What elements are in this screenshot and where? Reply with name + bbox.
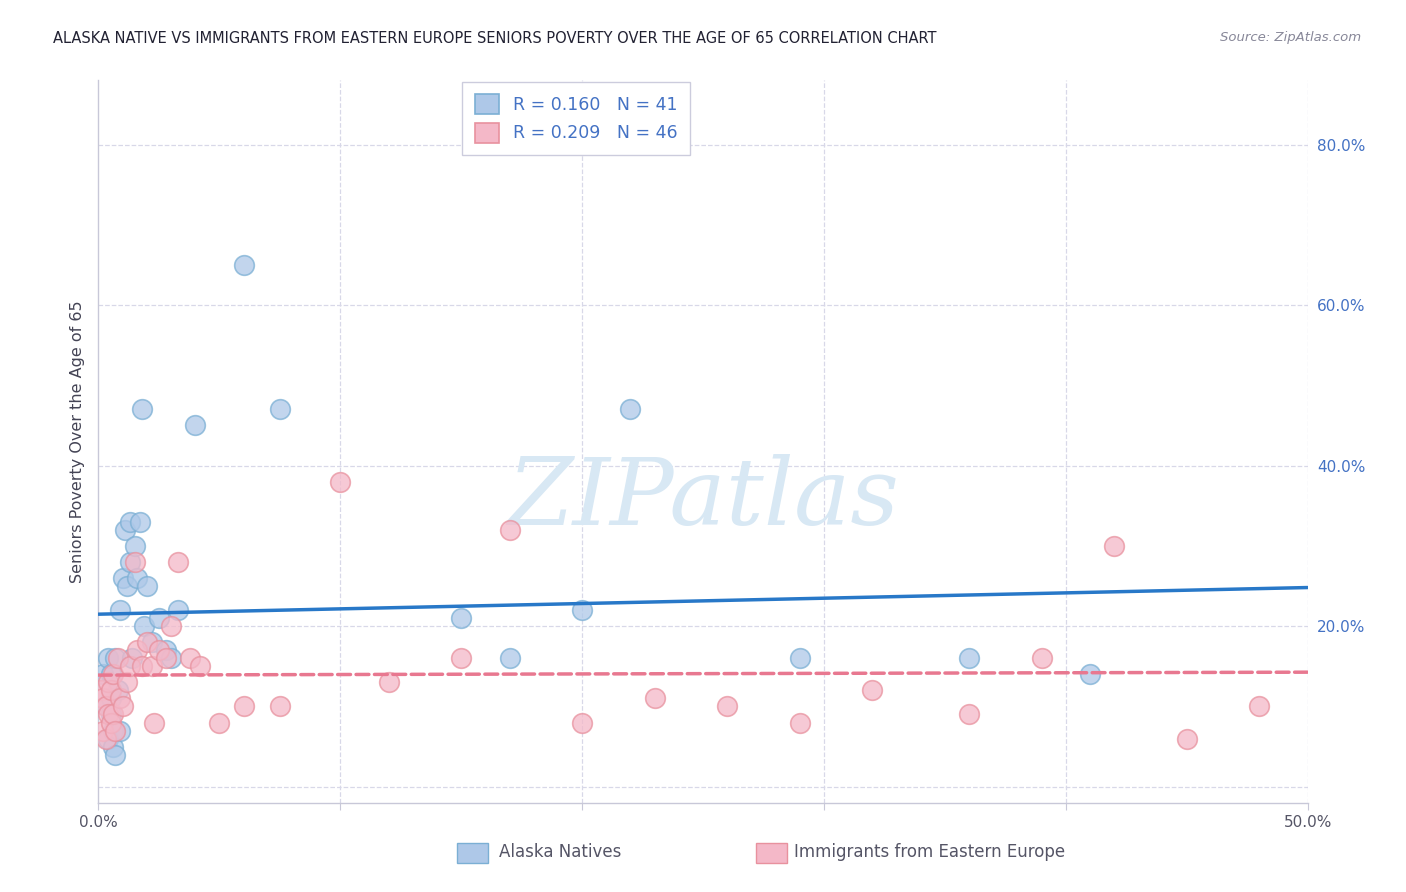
Point: [127, 643, 149, 657]
Point: [1175, 731, 1198, 746]
Point: [148, 643, 170, 657]
Point: [94, 731, 117, 746]
Point: [108, 691, 131, 706]
Point: [160, 619, 183, 633]
Point: [789, 715, 811, 730]
Point: [789, 651, 811, 665]
Point: [232, 699, 254, 714]
Point: [101, 667, 124, 681]
Point: [108, 723, 131, 738]
Point: [644, 691, 666, 706]
Point: [131, 402, 153, 417]
Point: [167, 603, 190, 617]
Point: [90, 683, 112, 698]
Point: [141, 635, 163, 649]
Point: [117, 675, 139, 690]
Point: [131, 659, 153, 673]
Point: [127, 571, 149, 585]
Point: [97, 651, 120, 665]
Y-axis label: Seniors Poverty Over the Age of 65: Seniors Poverty Over the Age of 65: [69, 301, 84, 582]
Point: [208, 715, 231, 730]
Point: [155, 651, 177, 665]
Point: [91, 691, 114, 706]
Point: [179, 651, 201, 665]
Point: [167, 555, 190, 569]
Point: [101, 739, 124, 754]
Point: [91, 667, 114, 681]
Point: [1249, 699, 1271, 714]
Point: [143, 715, 166, 730]
Point: [184, 418, 207, 433]
Point: [232, 258, 254, 272]
Point: [498, 523, 520, 537]
Point: [188, 659, 211, 673]
Point: [141, 659, 163, 673]
Text: Immigrants from Eastern Europe: Immigrants from Eastern Europe: [794, 843, 1066, 861]
Point: [104, 747, 127, 762]
Point: [450, 611, 472, 625]
Point: [450, 651, 472, 665]
Point: [91, 723, 114, 738]
Point: [97, 731, 120, 746]
Point: [124, 555, 146, 569]
Point: [1078, 667, 1101, 681]
Point: [135, 635, 157, 649]
Point: [135, 579, 157, 593]
Point: [101, 707, 124, 722]
Text: Alaska Natives: Alaska Natives: [499, 843, 621, 861]
Point: [329, 475, 352, 489]
Point: [1102, 539, 1125, 553]
Point: [108, 603, 131, 617]
Point: [118, 555, 141, 569]
Point: [111, 571, 134, 585]
Point: [269, 699, 291, 714]
Point: [100, 683, 122, 698]
Point: [128, 515, 150, 529]
Point: [124, 539, 146, 553]
Point: [104, 723, 127, 738]
Point: [269, 402, 291, 417]
Point: [100, 707, 122, 722]
Text: Source: ZipAtlas.com: Source: ZipAtlas.com: [1220, 31, 1361, 45]
Point: [571, 715, 593, 730]
Text: ALASKA NATIVE VS IMMIGRANTS FROM EASTERN EUROPE SENIORS POVERTY OVER THE AGE OF : ALASKA NATIVE VS IMMIGRANTS FROM EASTERN…: [53, 31, 936, 46]
Point: [100, 667, 122, 681]
Point: [957, 707, 980, 722]
Point: [97, 675, 120, 690]
Point: [111, 699, 134, 714]
Point: [94, 699, 117, 714]
Point: [160, 651, 183, 665]
Point: [860, 683, 883, 698]
Point: [101, 723, 124, 738]
Point: [118, 659, 141, 673]
Point: [107, 683, 129, 698]
Point: [1031, 651, 1053, 665]
Point: [716, 699, 738, 714]
Point: [100, 715, 122, 730]
Point: [107, 651, 129, 665]
Point: [104, 651, 127, 665]
Point: [134, 619, 156, 633]
Point: [118, 515, 141, 529]
Point: [94, 699, 117, 714]
Point: [97, 707, 120, 722]
Text: ZIPatlas: ZIPatlas: [508, 454, 898, 544]
Point: [957, 651, 980, 665]
Point: [498, 651, 520, 665]
Point: [121, 651, 143, 665]
Point: [155, 643, 177, 657]
Point: [377, 675, 399, 690]
Legend: R = 0.160   N = 41, R = 0.209   N = 46: R = 0.160 N = 41, R = 0.209 N = 46: [463, 82, 689, 155]
Point: [100, 691, 122, 706]
Point: [148, 611, 170, 625]
Point: [117, 579, 139, 593]
Point: [619, 402, 641, 417]
Point: [114, 523, 136, 537]
Point: [571, 603, 593, 617]
